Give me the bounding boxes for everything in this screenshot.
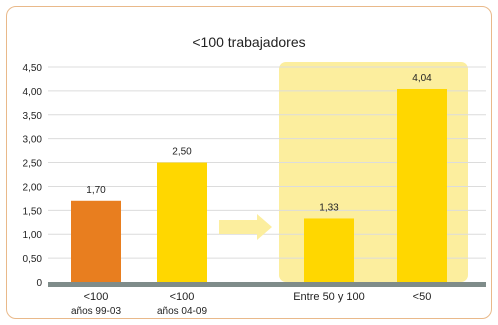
y-tick-label: 0 <box>36 278 42 289</box>
x-category-label: Entre 50 y 100 <box>293 291 365 303</box>
bar-value-label: 1,70 <box>86 185 106 196</box>
bar <box>304 218 354 282</box>
bar-value-label: 1,33 <box>319 202 339 213</box>
x-category-label: <100 <box>84 291 109 303</box>
y-tick-label: 0,50 <box>23 254 43 265</box>
y-tick-label: 4,00 <box>23 87 43 98</box>
bar <box>71 200 121 282</box>
bar <box>397 88 447 282</box>
x-category-label: años 99-03 <box>71 306 121 317</box>
bar-value-label: 2,50 <box>172 147 192 158</box>
chart-title: <100 trabajadores <box>192 34 306 50</box>
x-category-label: <100 <box>170 291 195 303</box>
bar-value-label: 4,04 <box>412 73 432 84</box>
x-category-label: <50 <box>413 291 432 303</box>
y-tick-label: 3,50 <box>23 111 43 122</box>
y-tick-label: 1,50 <box>23 206 43 217</box>
y-tick-label: 2,50 <box>23 159 43 170</box>
y-tick-label: 2,00 <box>23 182 43 193</box>
x-axis-baseline <box>48 282 486 287</box>
y-tick-label: 3,00 <box>23 135 43 146</box>
arrow-icon <box>219 214 272 240</box>
bar <box>157 162 207 282</box>
x-category-label: años 04-09 <box>157 306 207 317</box>
y-tick-label: 4,50 <box>23 63 43 74</box>
y-tick-label: 1,00 <box>23 230 43 241</box>
